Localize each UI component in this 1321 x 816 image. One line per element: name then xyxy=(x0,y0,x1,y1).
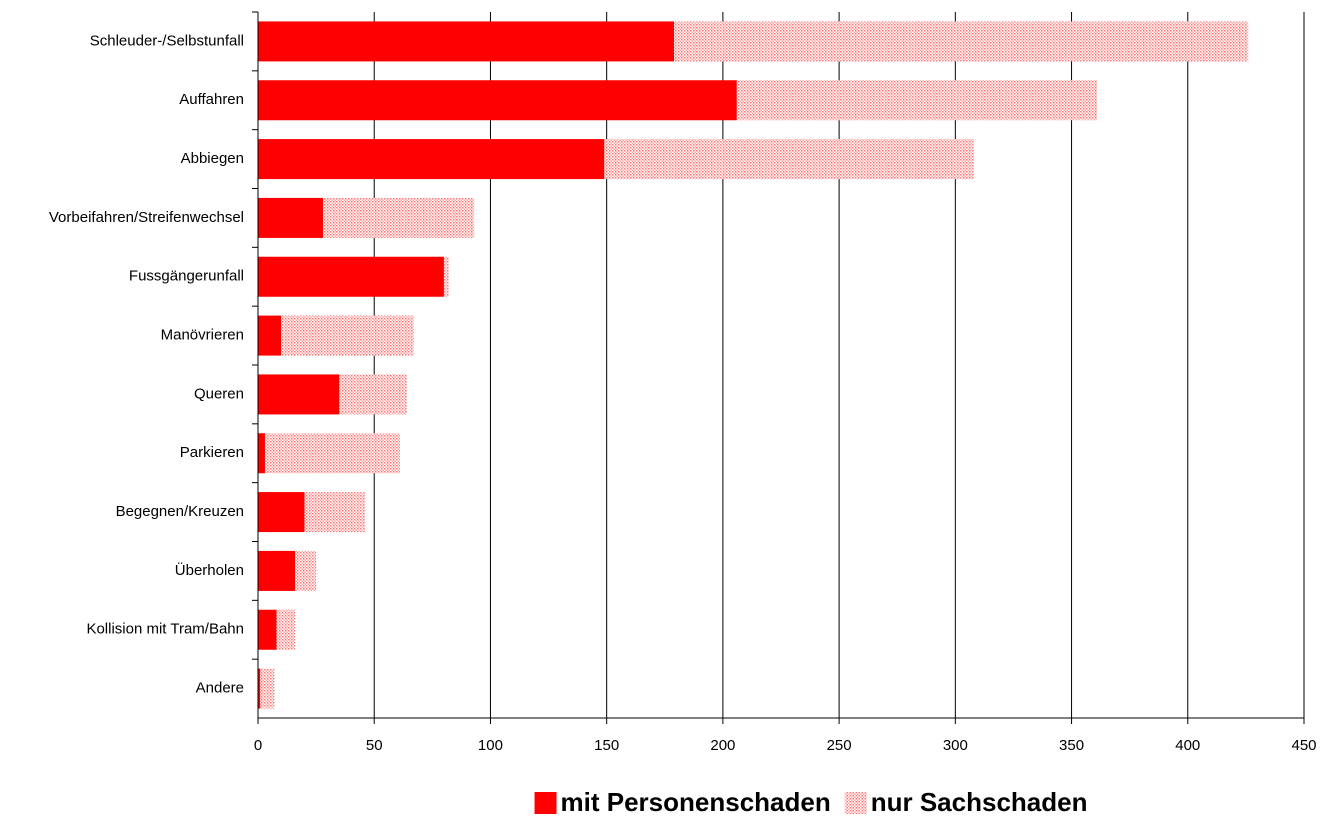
bar xyxy=(264,433,400,474)
legend-swatch xyxy=(534,792,557,814)
bar xyxy=(295,550,317,591)
bar xyxy=(323,197,475,238)
x-tick-label: 150 xyxy=(594,737,619,754)
legend-label: nur Sachschaden xyxy=(871,787,1088,816)
bar xyxy=(258,256,444,297)
y-tick-label: Queren xyxy=(194,385,244,402)
bar xyxy=(304,492,365,533)
y-tick-label: Andere xyxy=(196,680,244,697)
y-tick-label: Begegnen/Kreuzen xyxy=(116,503,244,520)
bar xyxy=(258,609,277,650)
x-tick-label: 300 xyxy=(943,737,968,754)
bar xyxy=(258,197,324,238)
bar xyxy=(258,668,261,709)
x-tick-label: 100 xyxy=(478,737,503,754)
x-tick-label: 350 xyxy=(1059,737,1084,754)
bar xyxy=(258,139,605,180)
legend-label: mit Personenschaden xyxy=(561,787,831,816)
y-tick-label: Parkieren xyxy=(180,444,244,461)
bar xyxy=(258,550,296,591)
x-tick-label: 200 xyxy=(710,737,735,754)
bar xyxy=(674,21,1249,62)
bar xyxy=(258,433,265,474)
bar xyxy=(258,21,675,62)
bar xyxy=(258,374,340,415)
bar xyxy=(281,315,414,356)
y-tick-label: Kollision mit Tram/Bahn xyxy=(86,621,244,638)
bar xyxy=(258,315,282,356)
legend: mit Personenschaden nur Sachschaden xyxy=(534,787,1088,816)
y-tick-label: Auffahren xyxy=(179,91,244,108)
y-tick-label: Fussgängerunfall xyxy=(129,268,244,285)
x-tick-label: 50 xyxy=(366,737,383,754)
y-tick-label: Vorbeifahren/Streifenwechsel xyxy=(49,209,244,226)
bar xyxy=(258,492,305,533)
y-tick-label: Abbiegen xyxy=(181,150,244,167)
y-tick-label: Überholen xyxy=(175,561,244,579)
y-tick-label: Manövrieren xyxy=(161,327,244,344)
bar xyxy=(443,256,449,297)
bar xyxy=(258,80,737,121)
bar xyxy=(339,374,407,415)
bar xyxy=(604,139,974,180)
x-tick-label: 0 xyxy=(254,737,262,754)
y-tick-label: Schleuder-/Selbstunfall xyxy=(90,32,244,49)
bar xyxy=(260,668,275,709)
x-tick-label: 450 xyxy=(1291,737,1316,754)
x-tick-label: 400 xyxy=(1175,737,1200,754)
bar xyxy=(736,80,1098,121)
bar xyxy=(276,609,296,650)
x-tick-label: 250 xyxy=(827,737,852,754)
legend-swatch xyxy=(844,792,867,814)
